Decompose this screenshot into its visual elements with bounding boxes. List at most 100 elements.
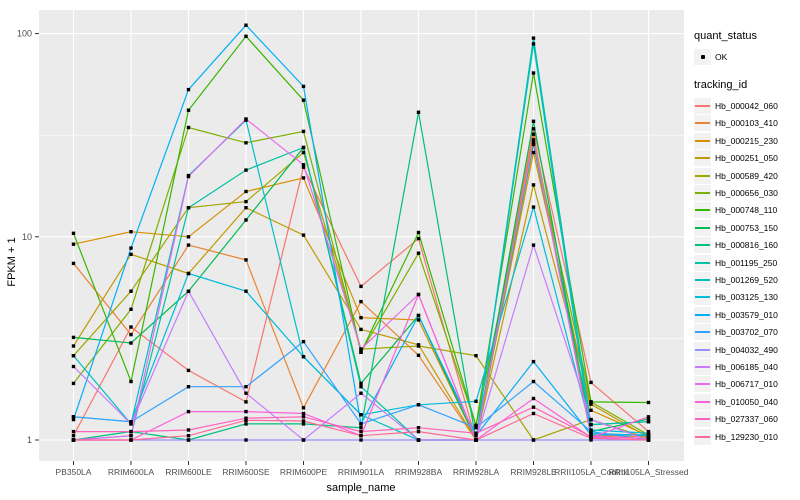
legend-item-label: Hb_000656_030 [715,188,778,199]
legend-item: Hb_000753_150 [694,219,798,236]
x-tick-label: RRIM600PE [280,467,328,477]
legend-item: Hb_003579_010 [694,306,798,323]
legend-key-box [694,237,711,254]
y-tick-label: 100 [17,29,32,39]
tracking-id-legend-items: Hb_000042_060 Hb_000103_410 Hb_000215_230 H… [694,97,798,445]
legend-item: Hb_001269_520 [694,271,798,288]
legend: quant_status OK tracking_id Hb_000042_06… [694,30,798,445]
legend-line-swatch [695,105,710,108]
legend-line-swatch [695,209,710,212]
point-marker-icon [700,54,705,59]
x-tick-label: RRIM901LA [338,467,385,477]
legend-line-swatch [695,244,710,247]
legend-item-label: Hb_004032_490 [715,344,778,355]
y-tick-label: 1 [27,435,32,445]
legend-item: Hb_027337_060 [694,410,798,428]
legend-line-swatch [695,296,710,299]
quant-status-key-box [694,48,711,65]
x-axis-title: sample_name [326,482,395,494]
legend-item: Hb_000656_030 [694,184,798,202]
quant-status-legend-title: quant_status [694,30,757,42]
x-tick-label: RRIM928BA [395,467,443,477]
legend-key-box [694,115,711,132]
legend-line-swatch [695,174,710,177]
legend-item-label: Hb_000589_420 [715,170,778,181]
legend-line-swatch [695,192,710,195]
legend-key-box [694,376,711,393]
legend-item-label: Hb_003579_010 [715,309,778,320]
x-tick-label: RRIM928LE [510,467,557,477]
legend-item: Hb_006717_010 [694,376,798,393]
legend-item-label: Hb_000251_050 [715,153,778,164]
legend-item-label: Hb_000748_110 [715,205,778,216]
legend-item-label: Hb_000042_060 [715,101,778,112]
legend-key-box [694,393,711,410]
legend-item: Hb_000748_110 [694,202,798,219]
legend-key-box [694,254,711,271]
legend-key-box [694,150,711,167]
legend-item: Hb_010050_040 [694,393,798,410]
legend-item: Hb_001195_250 [694,254,798,271]
legend-item: Hb_000816_160 [694,237,798,254]
legend-line-swatch [695,331,710,334]
x-tick-labels: PB350LA RRIM600LA RRIM600LE RRIM600SE RRIM60… [56,467,689,477]
legend-item-label: Hb_000215_230 [715,135,778,146]
legend-item: Hb_000589_420 [694,167,798,184]
x-tick-label: RRIM600LA [108,467,155,477]
legend-key-box [694,289,711,306]
legend-item-label: Hb_001195_250 [715,257,778,268]
legend-item: Hb_000215_230 [694,132,798,149]
legend-key-box [694,98,711,115]
x-tick-label: RRIM600LE [165,467,212,477]
tracking-id-legend-title: tracking_id [694,79,748,92]
legend-key-box [694,428,711,445]
y-tick-label: 10 [22,232,32,242]
legend-line-swatch [695,365,710,368]
legend-item-label: Hb_129230_010 [715,431,778,442]
legend-item-label: Hb_000816_160 [715,240,778,251]
legend-item: Hb_006185_040 [694,358,798,375]
legend-key-box [694,306,711,323]
legend-item-label: Hb_010050_040 [715,396,778,407]
legend-line-swatch [695,418,710,421]
legend-key-box [694,202,711,219]
x-tick-label: RRII105LA_Control [554,467,628,477]
legend-key-box [694,167,711,184]
legend-line-swatch [695,400,710,403]
legend-item: Hb_000103_410 [694,115,798,132]
axis-ticks [35,33,649,465]
legend-key-box [694,219,711,236]
legend-item-label: Hb_027337_060 [715,414,778,425]
legend-item-label: Hb_006185_040 [715,361,778,372]
quant-status-key: OK [694,48,798,65]
legend-line-swatch [695,261,710,264]
legend-item-label: Hb_000103_410 [715,118,778,129]
legend-item: Hb_004032_490 [694,341,798,358]
x-tick-label: RRIM928LA [453,467,500,477]
legend-key-box [694,271,711,288]
legend-line-swatch [695,139,710,142]
legend-line-swatch [695,226,710,229]
legend-item-label: Hb_001269_520 [715,274,778,285]
x-tick-label: RRII105LA_Stressed [609,467,689,477]
legend-item-label: Hb_003125_130 [715,292,778,303]
x-tick-label: PB350LA [56,467,92,477]
legend-item: Hb_003702_070 [694,323,798,341]
legend-item-label: Hb_000753_150 [715,222,778,233]
legend-key-box [694,185,711,202]
legend-item-label: Hb_006717_010 [715,379,778,390]
legend-line-swatch [695,157,710,160]
legend-item-label: Hb_003702_070 [715,327,778,338]
legend-item: Hb_003125_130 [694,289,798,306]
legend-key-box [694,324,711,341]
quant-status-label: OK [715,51,728,62]
legend-line-swatch [695,278,710,281]
legend-line-swatch [695,383,710,386]
y-tick-labels: 1 10 100 [17,29,32,445]
data-points [71,23,651,442]
legend-item: Hb_000251_050 [694,150,798,167]
y-axis-title: FPKM + 1 [6,237,18,286]
legend-line-swatch [695,122,710,125]
